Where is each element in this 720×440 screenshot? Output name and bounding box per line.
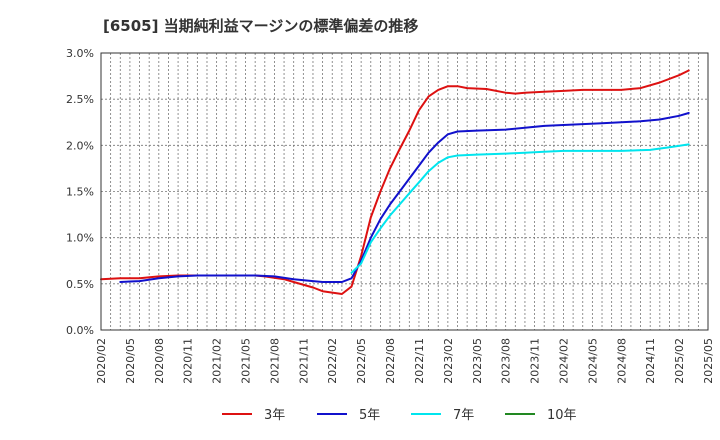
plot-frame (100, 52, 709, 331)
y-tick-label: 0.0% (66, 324, 94, 337)
x-tick-label: 2024/08 (615, 338, 628, 384)
y-tick-label: 2.5% (66, 93, 94, 106)
x-tick-label: 2023/02 (442, 338, 455, 384)
x-tick-label: 2025/05 (702, 338, 715, 384)
x-tick-label: 2025/02 (673, 338, 686, 384)
x-axis-ticks: 2020/02 2020/05 2020/08 2020/11 2021/02 2021/… (95, 338, 715, 384)
legend-label-10年: 10年 (547, 408, 577, 423)
grid (101, 53, 708, 330)
x-tick-label: 2023/11 (529, 338, 542, 384)
x-tick-label: 2022/02 (326, 338, 339, 384)
y-tick-label: 0.5% (66, 278, 94, 291)
y-tick-label: 1.0% (66, 232, 94, 245)
series-lines (100, 69, 690, 295)
y-axis-ticks: 0.0% 0.5% 1.0% 1.5% 2.0% 2.5% 3.0% (66, 47, 94, 337)
x-tick-label: 2022/11 (413, 338, 426, 384)
x-tick-label: 2021/02 (211, 338, 224, 384)
x-tick-label: 2020/11 (182, 338, 195, 384)
series-line-5年 (119, 112, 690, 283)
chart-title: [6505] 当期純利益マージンの標準偏差の推移 (103, 17, 418, 35)
legend-label-7年: 7年 (453, 408, 474, 423)
x-tick-label: 2021/08 (268, 338, 281, 384)
series-line-7年 (350, 143, 690, 274)
legend-label-5年: 5年 (359, 408, 380, 423)
x-tick-label: 2023/05 (471, 338, 484, 384)
x-tick-label: 2020/08 (153, 338, 166, 384)
x-tick-label: 2020/02 (95, 338, 108, 384)
legend: 3年 5年 7年 10年 (222, 408, 577, 423)
y-tick-label: 1.5% (66, 186, 94, 199)
legend-label-3年: 3年 (264, 408, 285, 423)
y-tick-label: 3.0% (66, 47, 94, 60)
x-tick-label: 2022/08 (384, 338, 397, 384)
y-tick-label: 2.0% (66, 139, 94, 152)
x-tick-label: 2023/08 (500, 338, 513, 384)
x-tick-label: 2021/11 (297, 338, 310, 384)
x-tick-label: 2022/05 (355, 338, 368, 384)
x-tick-label: 2024/05 (586, 338, 599, 384)
x-tick-label: 2024/02 (557, 338, 570, 384)
x-tick-label: 2021/05 (240, 338, 253, 384)
plot-area (101, 53, 708, 330)
x-tick-label: 2020/05 (124, 338, 137, 384)
x-tick-label: 2024/11 (644, 338, 657, 384)
